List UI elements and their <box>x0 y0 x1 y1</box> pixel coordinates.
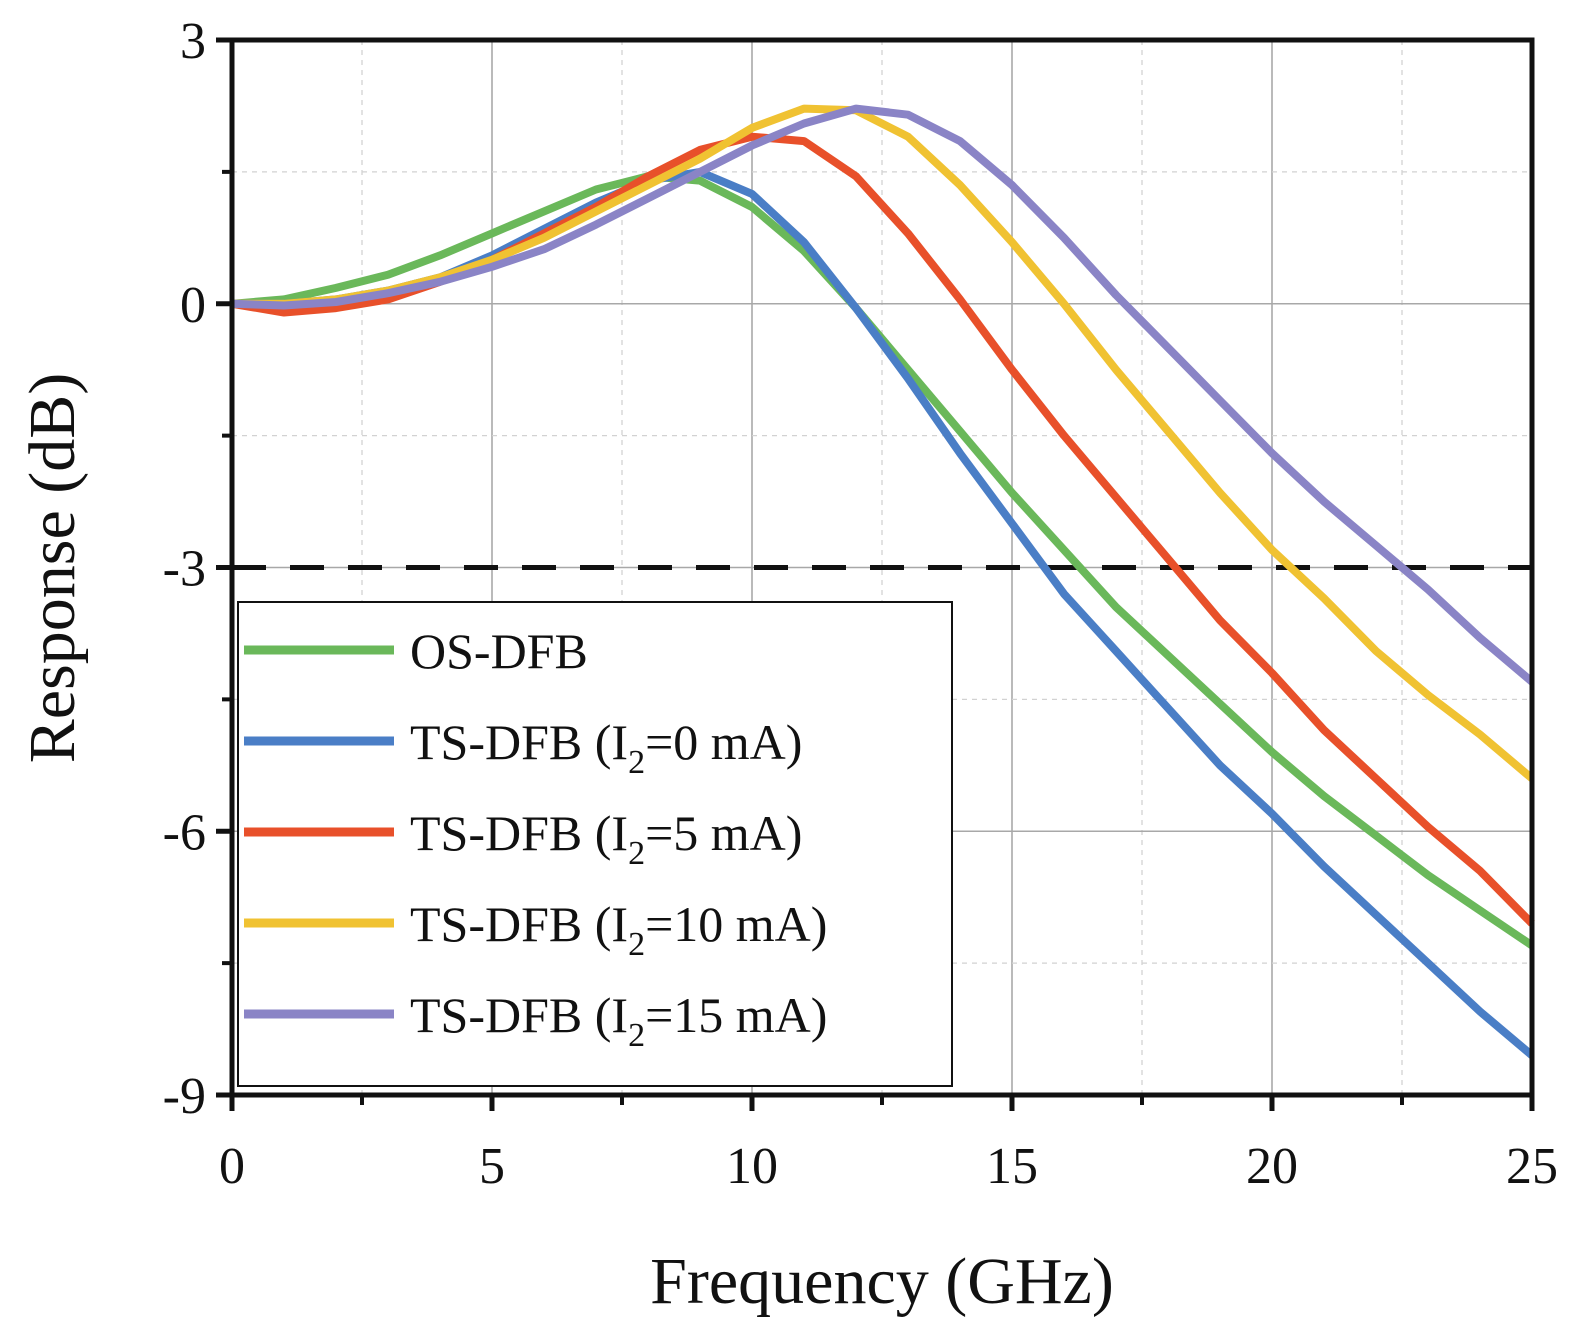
y-tick-label: 3 <box>180 13 206 70</box>
legend-label-tail: =15 mA) <box>645 987 827 1043</box>
legend-label-subscript: 2 <box>628 926 645 963</box>
y-tick-label: -6 <box>163 804 206 861</box>
legend-label-main: TS-DFB (I <box>410 896 628 952</box>
y-tick-label: -3 <box>163 541 206 598</box>
x-tick-label: 0 <box>219 1138 245 1195</box>
legend-label-subscript: 2 <box>628 1017 645 1054</box>
legend-label-tail: =5 mA) <box>645 805 802 861</box>
y-tick-label: -9 <box>163 1068 206 1125</box>
x-tick-label: 20 <box>1246 1138 1298 1195</box>
x-axis-title: Frequency (GHz) <box>650 1245 1114 1318</box>
x-tick-label: 5 <box>479 1138 505 1195</box>
legend-label-main: TS-DFB (I <box>410 714 628 770</box>
x-tick-label: 15 <box>986 1138 1038 1195</box>
legend-label-1: TS-DFB (I2=0 mA) <box>410 714 802 781</box>
legend-label-subscript: 2 <box>628 744 645 781</box>
x-tick-label: 25 <box>1506 1138 1558 1195</box>
y-tick-label: 0 <box>180 277 206 334</box>
legend-label-tail: =10 mA) <box>645 896 827 952</box>
legend-label-3: TS-DFB (I2=10 mA) <box>410 896 827 963</box>
legend-label-subscript: 2 <box>628 835 645 872</box>
x-tick-label: 10 <box>726 1138 778 1195</box>
legend-label-2: TS-DFB (I2=5 mA) <box>410 805 802 872</box>
series-line-4 <box>231 104 1535 685</box>
legend-label-4: TS-DFB (I2=15 mA) <box>410 987 827 1054</box>
series-lines <box>231 104 1535 1059</box>
legend-box <box>237 601 953 1087</box>
series-line-3 <box>232 104 1535 782</box>
legend-label-main: TS-DFB (I <box>410 805 628 861</box>
y-axis-title: Response (dB) <box>16 373 89 763</box>
legend-label-tail: =0 mA) <box>645 714 802 770</box>
legend-label-main: TS-DFB (I <box>410 987 628 1043</box>
legend-label-main: OS-DFB <box>410 623 588 679</box>
legend-label-0: OS-DFB <box>410 623 588 679</box>
